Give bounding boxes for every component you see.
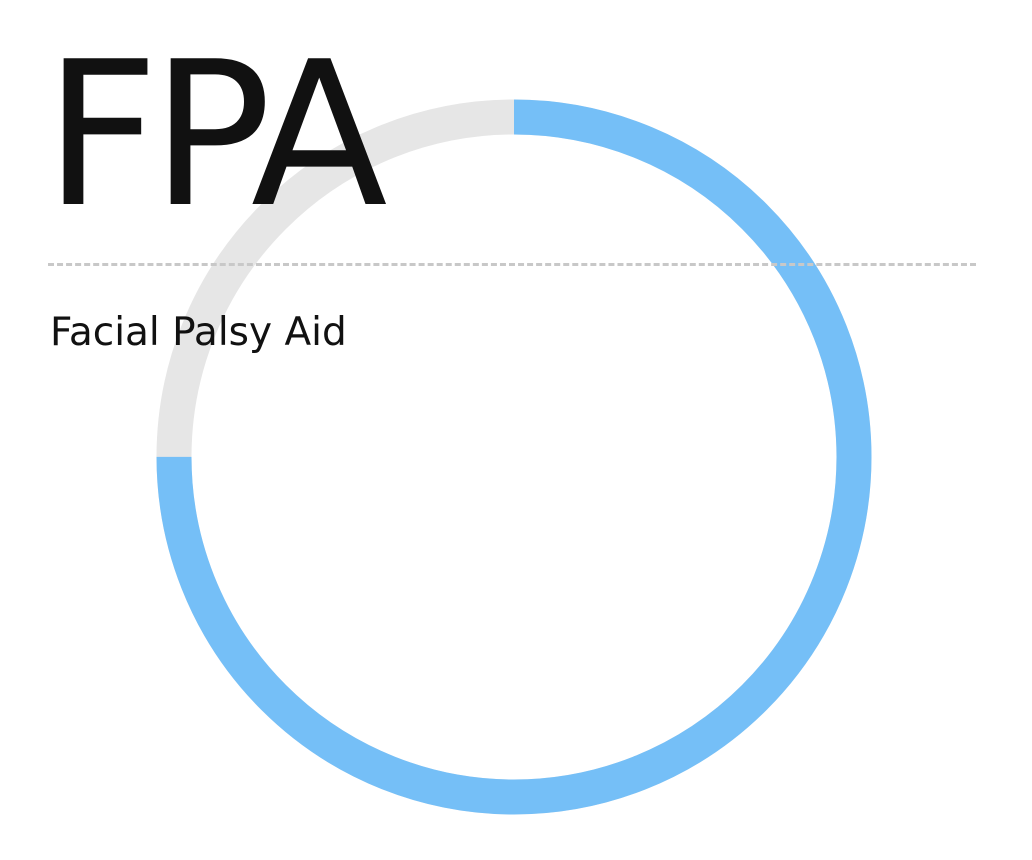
- app-abbreviation: FPA: [44, 19, 388, 252]
- divider: [48, 263, 976, 266]
- progress-fill: [156, 99, 872, 815]
- app-name: Facial Palsy Aid: [50, 310, 347, 355]
